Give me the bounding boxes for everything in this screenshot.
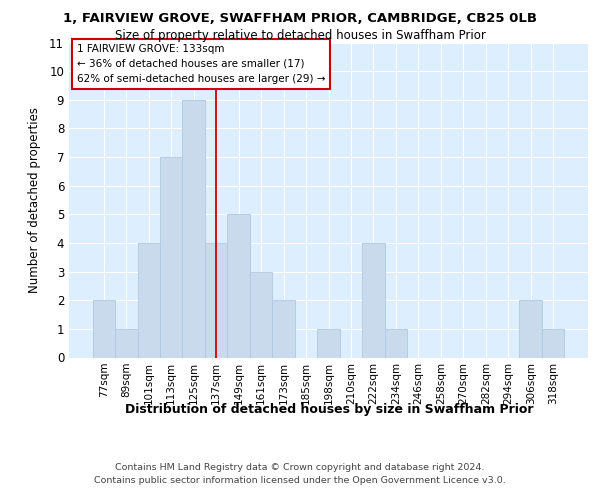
Bar <box>205 243 227 358</box>
Bar <box>272 300 295 358</box>
Bar <box>542 329 565 358</box>
Bar <box>385 329 407 358</box>
Text: 1 FAIRVIEW GROVE: 133sqm
← 36% of detached houses are smaller (17)
62% of semi-d: 1 FAIRVIEW GROVE: 133sqm ← 36% of detach… <box>77 44 325 84</box>
Text: Distribution of detached houses by size in Swaffham Prior: Distribution of detached houses by size … <box>125 402 533 415</box>
Bar <box>160 157 182 358</box>
Bar <box>362 243 385 358</box>
Bar <box>520 300 542 358</box>
Text: Size of property relative to detached houses in Swaffham Prior: Size of property relative to detached ho… <box>115 29 485 42</box>
Bar <box>227 214 250 358</box>
Text: Contains HM Land Registry data © Crown copyright and database right 2024.: Contains HM Land Registry data © Crown c… <box>115 462 485 471</box>
Bar <box>317 329 340 358</box>
Bar <box>250 272 272 358</box>
Bar <box>137 243 160 358</box>
Text: 1, FAIRVIEW GROVE, SWAFFHAM PRIOR, CAMBRIDGE, CB25 0LB: 1, FAIRVIEW GROVE, SWAFFHAM PRIOR, CAMBR… <box>63 12 537 26</box>
Bar <box>92 300 115 358</box>
Bar <box>182 100 205 357</box>
Bar <box>115 329 137 358</box>
Y-axis label: Number of detached properties: Number of detached properties <box>28 107 41 293</box>
Text: Contains public sector information licensed under the Open Government Licence v3: Contains public sector information licen… <box>94 476 506 485</box>
